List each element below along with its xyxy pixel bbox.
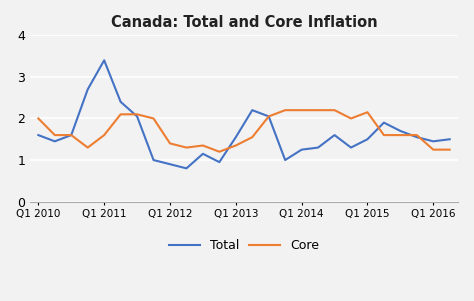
Total — [233, 135, 238, 139]
Total — [266, 115, 272, 118]
Total — [167, 162, 173, 166]
Core — [52, 133, 58, 137]
Total — [101, 58, 107, 62]
Total — [447, 138, 453, 141]
Total — [68, 133, 74, 137]
Core — [430, 148, 436, 151]
Core — [414, 133, 419, 137]
Core — [134, 113, 140, 116]
Total — [36, 133, 41, 137]
Core — [36, 117, 41, 120]
Core — [266, 115, 272, 118]
Total — [52, 140, 58, 143]
Total — [315, 146, 321, 149]
Core — [398, 133, 403, 137]
Core — [233, 144, 238, 147]
Core — [447, 148, 453, 151]
Core — [217, 150, 222, 154]
Total — [398, 129, 403, 133]
Total — [217, 160, 222, 164]
Total — [365, 138, 370, 141]
Core — [249, 135, 255, 139]
Core — [348, 117, 354, 120]
Core — [283, 108, 288, 112]
Total — [183, 166, 189, 170]
Core — [85, 146, 91, 149]
Core — [101, 133, 107, 137]
Core — [118, 113, 123, 116]
Total — [414, 135, 419, 139]
Total — [381, 121, 387, 124]
Core — [183, 146, 189, 149]
Total — [299, 148, 304, 151]
Core — [365, 110, 370, 114]
Total — [348, 146, 354, 149]
Total — [151, 158, 156, 162]
Total — [118, 100, 123, 104]
Title: Canada: Total and Core Inflation: Canada: Total and Core Inflation — [111, 15, 377, 30]
Legend: Total, Core: Total, Core — [164, 234, 325, 257]
Core — [68, 133, 74, 137]
Core — [381, 133, 387, 137]
Total — [134, 115, 140, 118]
Core — [151, 117, 156, 120]
Core — [200, 144, 206, 147]
Core — [299, 108, 304, 112]
Total — [249, 108, 255, 112]
Total — [85, 88, 91, 91]
Total — [200, 152, 206, 156]
Core — [315, 108, 321, 112]
Core — [332, 108, 337, 112]
Total — [332, 133, 337, 137]
Total — [283, 158, 288, 162]
Line: Core: Core — [38, 110, 450, 152]
Total — [430, 140, 436, 143]
Line: Total: Total — [38, 60, 450, 168]
Core — [167, 141, 173, 145]
